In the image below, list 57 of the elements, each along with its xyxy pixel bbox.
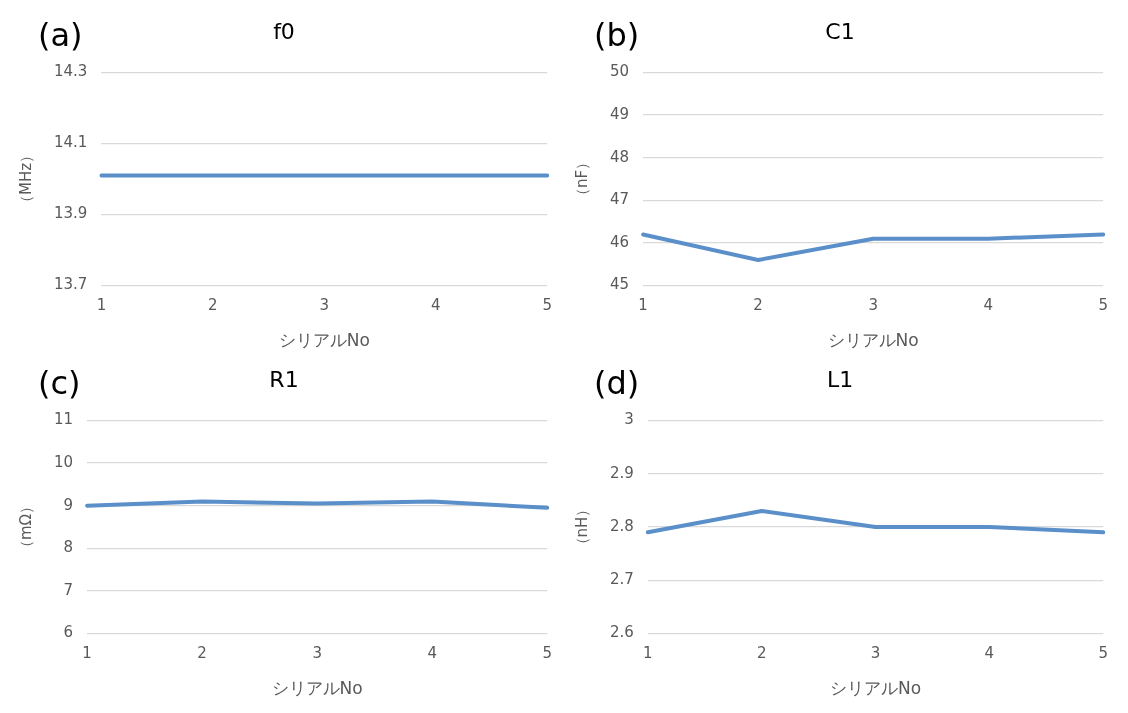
text: (c) [38,364,81,403]
y-tick-label: 2.8 [610,516,634,535]
y-tick-label: 8 [63,538,74,557]
y-tick-label: 14.1 [53,133,88,152]
y-tick-label: 45 [609,275,630,294]
y-tick-label: 2.6 [610,623,634,642]
x-tick-label: 2 [756,644,767,663]
x-tick-label: 4 [431,296,441,315]
x-axis-title: シリアルNo [271,678,363,699]
text: (d) [594,364,640,403]
x-tick-label: 1 [643,644,653,663]
x-tick-label: 3 [868,296,878,315]
x-tick-label: 4 [984,644,995,663]
x-tick-label: 1 [96,296,107,315]
y-tick-label: 2.9 [610,463,634,482]
y-tick-label: 49 [609,104,630,123]
y-tick-label: 6 [63,623,74,642]
x-tick-label: 3 [312,644,322,663]
y-tick-label: 14.3 [53,62,88,81]
x-axis-title: シリアルNo [278,330,370,351]
x-tick-label: 5 [542,644,552,663]
y-axis-title: （mΩ） [16,498,35,556]
y-tick-label: 9 [63,495,74,514]
y-axis-title: （MHz） [16,147,35,211]
x-tick-label: 2 [208,296,218,315]
x-tick-label: 4 [983,296,993,315]
y-tick-label: 11 [53,410,74,429]
x-tick-label: 5 [542,296,552,315]
y-tick-label: 10 [53,452,74,471]
text: (a) [38,16,83,55]
y-tick-label: 47 [609,190,630,209]
chart-title: f0 [273,18,295,44]
y-tick-label: 50 [609,62,630,81]
text: (b) [594,16,640,55]
x-tick-label: 1 [82,644,92,663]
x-tick-label: 5 [1098,644,1108,663]
x-tick-label: 3 [319,296,330,315]
y-tick-label: 48 [609,147,630,166]
chart-title: L1 [826,366,854,392]
chart-title: R1 [269,366,299,392]
x-tick-label: 4 [427,644,437,663]
y-axis-title: （nF） [572,154,591,204]
y-tick-label: 13.7 [53,275,88,294]
y-tick-label: 2.7 [610,570,634,589]
y-tick-label: 7 [63,580,74,599]
x-axis-title: シリアルNo [829,678,922,699]
x-tick-label: 1 [638,296,648,315]
x-axis-title: シリアルNo [827,330,919,351]
x-tick-label: 2 [197,644,207,663]
y-tick-label: 46 [609,232,630,251]
x-tick-label: 2 [753,296,763,315]
x-tick-label: 3 [870,644,881,663]
x-tick-label: 5 [1098,296,1108,315]
chart-title: C1 [825,18,855,44]
y-tick-label: 13.9 [53,204,88,223]
y-tick-label: 3 [624,410,634,429]
y-axis-title: （nH） [572,501,591,553]
